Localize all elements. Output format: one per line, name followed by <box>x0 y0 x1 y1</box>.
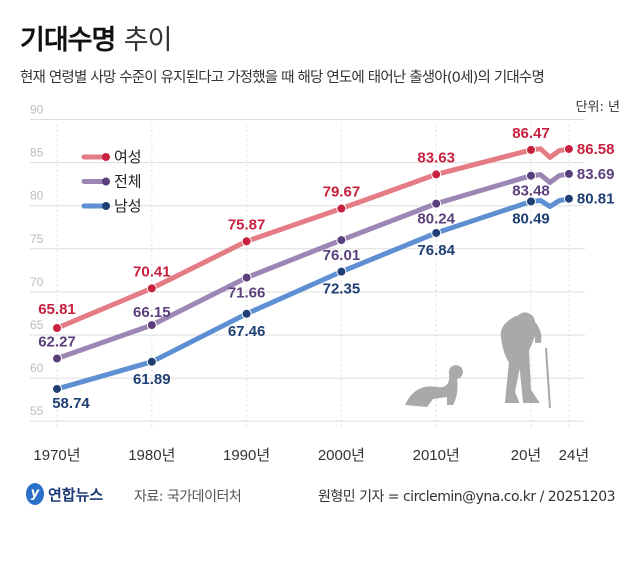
page-title: 기대수명 추이 <box>20 18 173 57</box>
data-label: 79.67 <box>323 184 361 201</box>
series-line-1 <box>56 171 570 361</box>
legend-dot <box>102 153 110 161</box>
legend-label: 여성 <box>114 148 142 166</box>
x-tick-label: 1980년 <box>128 447 175 464</box>
data-point <box>526 170 536 181</box>
data-label: 86.47 <box>512 125 550 142</box>
data-label: 80.49 <box>512 210 550 227</box>
legend-dot <box>102 177 110 186</box>
x-tick-label: 20년 <box>511 447 542 464</box>
y-tick-label: 60 <box>30 361 44 375</box>
data-point <box>241 272 252 283</box>
data-label: 76.01 <box>323 247 361 264</box>
baby-icon <box>405 365 463 407</box>
legend-label: 전체 <box>114 173 142 191</box>
data-label: 80.81 <box>577 191 615 208</box>
data-label: 66.15 <box>133 304 171 321</box>
y-tick-label: 75 <box>30 232 44 246</box>
data-label: 67.46 <box>228 323 266 340</box>
data-point <box>146 320 157 331</box>
y-tick-label: 65 <box>30 318 44 332</box>
elderly-icon <box>500 312 551 409</box>
data-point <box>431 198 442 209</box>
data-label: 80.24 <box>417 211 455 228</box>
y-tick-label: 55 <box>30 404 44 418</box>
legend-label: 남성 <box>114 197 142 215</box>
data-point <box>241 236 252 247</box>
y-tick-label: 80 <box>30 189 44 203</box>
data-label: 72.35 <box>323 281 361 298</box>
x-tick-label: 2010년 <box>413 447 460 464</box>
data-label: 65.81 <box>38 301 76 318</box>
data-label: 70.41 <box>133 263 171 280</box>
data-point <box>146 283 157 294</box>
data-label: 83.63 <box>417 149 455 166</box>
series-line-0 <box>56 146 570 331</box>
data-label: 83.48 <box>512 183 550 200</box>
data-label: 62.27 <box>38 334 76 351</box>
logo-mark-icon: y <box>26 483 44 505</box>
y-tick-label: 90 <box>30 103 44 117</box>
data-label: 58.74 <box>52 395 90 412</box>
data-label: 71.66 <box>228 285 266 302</box>
title-bold: 기대수명 <box>20 25 116 56</box>
legend-dot <box>102 202 110 210</box>
logo-text: 연합뉴스 <box>48 485 104 504</box>
data-point <box>431 227 442 238</box>
unit-label: 단위: 년 <box>575 100 620 115</box>
data-point <box>52 383 62 394</box>
x-tick-label: 2000년 <box>318 447 365 464</box>
yonhap-logo: y 연합뉴스 <box>26 483 103 505</box>
data-point <box>431 169 442 180</box>
data-point <box>336 203 347 214</box>
x-tick-label: 24년 <box>559 447 590 464</box>
data-point <box>336 235 347 246</box>
data-point <box>563 193 574 204</box>
data-point <box>241 308 252 319</box>
y-tick-label: 70 <box>30 275 44 289</box>
data-point <box>563 168 574 179</box>
data-label: 76.84 <box>417 242 455 259</box>
data-point <box>526 144 536 155</box>
data-point <box>52 353 62 364</box>
data-point <box>52 323 62 334</box>
data-point <box>336 266 347 277</box>
data-label: 86.58 <box>577 141 615 158</box>
x-tick-label: 1990년 <box>223 447 270 464</box>
subtitle: 현재 연령별 사망 수준이 유지된다고 가정했을 때 해당 연도에 태어난 출생… <box>20 70 545 86</box>
series-line-2 <box>56 196 570 392</box>
data-point <box>146 356 157 367</box>
data-label: 83.69 <box>577 166 615 183</box>
x-tick-label: 1970년 <box>33 447 80 464</box>
title-light: 추이 <box>123 25 173 56</box>
source: 자료: 국가데이터처 <box>134 489 242 505</box>
credit: 원형민 기자 = circlemin@yna.co.kr / 20251203 <box>318 489 616 505</box>
data-label: 61.89 <box>133 371 171 388</box>
data-point <box>526 196 536 207</box>
data-label: 75.87 <box>228 216 266 233</box>
data-point <box>563 143 574 154</box>
y-tick-label: 85 <box>30 146 44 160</box>
